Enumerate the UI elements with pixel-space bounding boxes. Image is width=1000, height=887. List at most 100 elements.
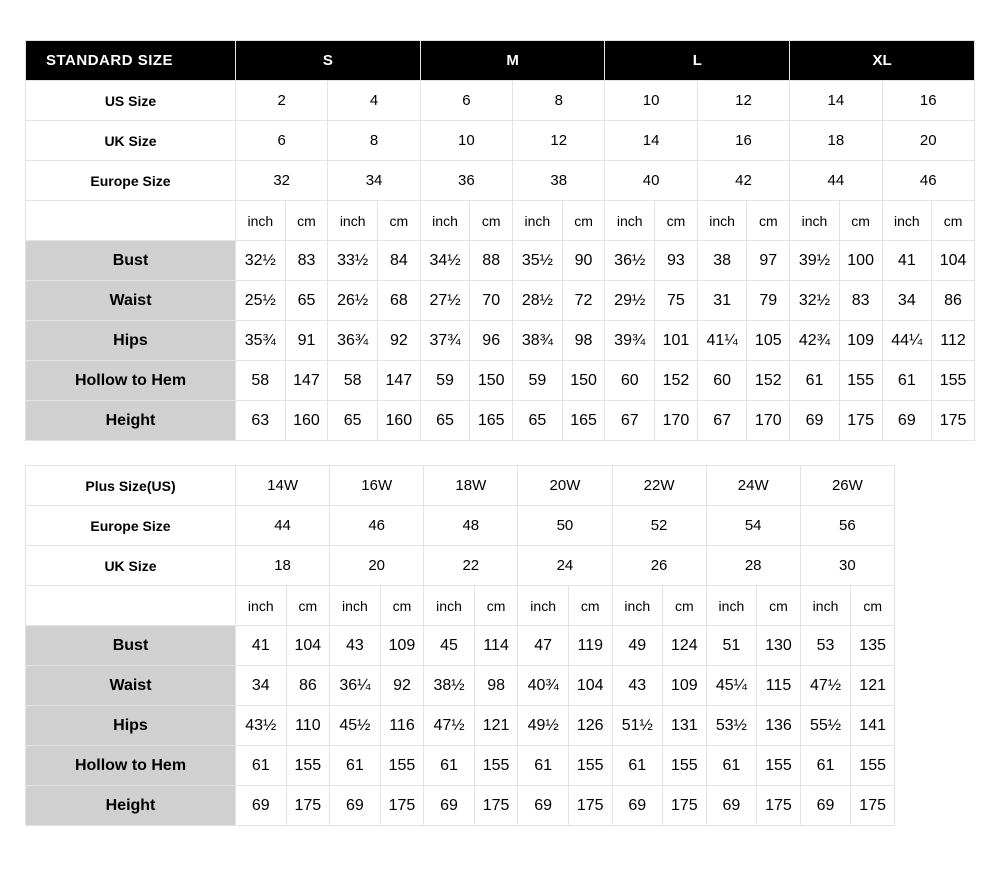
- measurement-value: 104: [286, 626, 330, 666]
- measurement-value: 61: [612, 746, 663, 786]
- measurement-value: 43: [612, 666, 663, 706]
- measurement-value: 45½: [330, 706, 381, 746]
- measurement-value: 175: [839, 401, 882, 441]
- row-label: UK Size: [26, 546, 236, 586]
- measurement-value: 155: [851, 746, 895, 786]
- measurement-value: 65: [328, 401, 378, 441]
- size-value: 18: [236, 546, 330, 586]
- measurement-value: 152: [747, 361, 790, 401]
- measurement-value: 136: [757, 706, 801, 746]
- measurement-value: 92: [380, 666, 424, 706]
- measurement-value: 67: [697, 401, 747, 441]
- size-value: 26: [612, 546, 706, 586]
- measurement-value: 150: [562, 361, 605, 401]
- measurement-value: 175: [851, 786, 895, 826]
- measurement-value: 105: [747, 321, 790, 361]
- measurement-value: 41: [236, 626, 287, 666]
- measurement-value: 69: [236, 786, 287, 826]
- measurement-value: 109: [839, 321, 882, 361]
- measurement-value: 79: [747, 281, 790, 321]
- measurement-value: 131: [663, 706, 707, 746]
- unit-cell: cm: [286, 586, 330, 626]
- measurement-value: 69: [882, 401, 932, 441]
- measurement-value: 39¾: [605, 321, 655, 361]
- unit-cell: inch: [518, 586, 569, 626]
- measurement-value: 27½: [420, 281, 470, 321]
- size-value: 46: [882, 161, 974, 201]
- size-row: US Size246810121416: [26, 81, 975, 121]
- unit-cell: inch: [236, 201, 286, 241]
- unit-cell: inch: [882, 201, 932, 241]
- measurement-value: 69: [424, 786, 475, 826]
- size-value: 20: [330, 546, 424, 586]
- size-row: Europe Size3234363840424446: [26, 161, 975, 201]
- measurement-value: 51: [706, 626, 757, 666]
- measurement-value: 165: [562, 401, 605, 441]
- measurement-value: 90: [562, 241, 605, 281]
- measurement-row: Hollow to Hem581475814759150591506015260…: [26, 361, 975, 401]
- unit-cell: cm: [377, 201, 420, 241]
- unit-cell: inch: [513, 201, 563, 241]
- unit-cell: inch: [424, 586, 475, 626]
- measurement-value: 69: [800, 786, 851, 826]
- measurement-value: 141: [851, 706, 895, 746]
- measurement-value: 104: [932, 241, 975, 281]
- unit-cell: inch: [706, 586, 757, 626]
- measurement-value: 160: [377, 401, 420, 441]
- measurement-value: 165: [470, 401, 513, 441]
- measurement-value: 109: [663, 666, 707, 706]
- measurement-row: Hips35¾9136¾9237¾9638¾9839¾10141¼10542¾1…: [26, 321, 975, 361]
- measurement-value: 175: [380, 786, 424, 826]
- unit-cell: cm: [474, 586, 518, 626]
- unit-cell: cm: [285, 201, 328, 241]
- measurement-value: 97: [747, 241, 790, 281]
- measurement-value: 51½: [612, 706, 663, 746]
- unit-row-label: [26, 586, 236, 626]
- row-label: Plus Size(US): [26, 466, 236, 506]
- measurement-value: 28½: [513, 281, 563, 321]
- measurement-value: 39½: [790, 241, 840, 281]
- measurement-value: 61: [882, 361, 932, 401]
- unit-cell: cm: [663, 586, 707, 626]
- measurement-value: 33½: [328, 241, 378, 281]
- measurement-value: 37¾: [420, 321, 470, 361]
- measurement-label: Waist: [26, 666, 236, 706]
- measurement-value: 43: [330, 626, 381, 666]
- measurement-value: 69: [612, 786, 663, 826]
- measurement-label: Bust: [26, 626, 236, 666]
- measurement-value: 45¼: [706, 666, 757, 706]
- measurement-value: 36½: [605, 241, 655, 281]
- size-value: 34: [328, 161, 420, 201]
- measurement-value: 63: [236, 401, 286, 441]
- measurement-value: 47½: [424, 706, 475, 746]
- unit-cell: inch: [236, 586, 287, 626]
- measurement-row: Bust32½8333½8434½8835½9036½93389739½1004…: [26, 241, 975, 281]
- measurement-value: 114: [474, 626, 518, 666]
- measurement-value: 36¾: [328, 321, 378, 361]
- measurement-value: 34: [236, 666, 287, 706]
- row-label: UK Size: [26, 121, 236, 161]
- size-header: XL: [790, 41, 975, 81]
- unit-cell: inch: [697, 201, 747, 241]
- size-value: 46: [330, 506, 424, 546]
- size-header: S: [236, 41, 421, 81]
- measurement-value: 25½: [236, 281, 286, 321]
- size-header: L: [605, 41, 790, 81]
- measurement-value: 86: [286, 666, 330, 706]
- measurement-value: 126: [568, 706, 612, 746]
- size-row: Plus Size(US)14W16W18W20W22W24W26W: [26, 466, 895, 506]
- unit-cell: inch: [800, 586, 851, 626]
- unit-cell: cm: [568, 586, 612, 626]
- unit-cell: inch: [420, 201, 470, 241]
- size-value: 22: [424, 546, 518, 586]
- measurement-value: 59: [513, 361, 563, 401]
- measurement-value: 175: [568, 786, 612, 826]
- measurement-value: 43½: [236, 706, 287, 746]
- measurement-label: Hips: [26, 321, 236, 361]
- size-value: 54: [706, 506, 800, 546]
- measurement-value: 98: [562, 321, 605, 361]
- unit-cell: cm: [470, 201, 513, 241]
- size-value: 14: [605, 121, 697, 161]
- measurement-value: 116: [380, 706, 424, 746]
- measurement-value: 61: [706, 746, 757, 786]
